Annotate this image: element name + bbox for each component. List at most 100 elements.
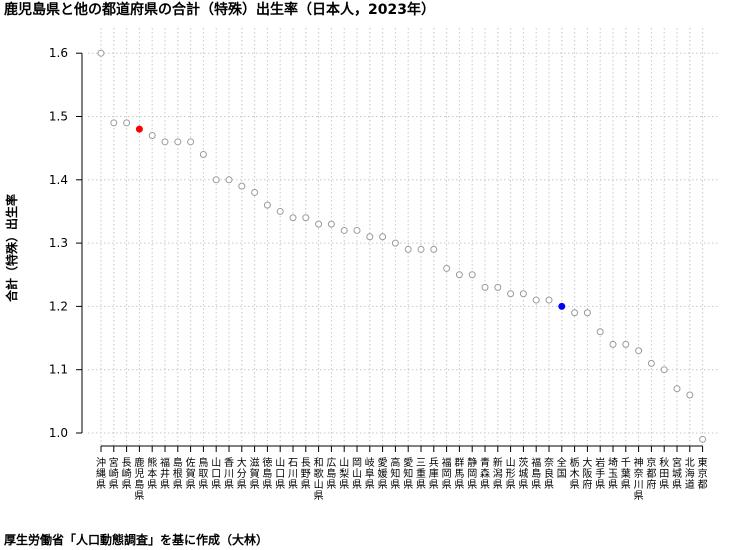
data-point <box>635 347 643 355</box>
x-tick-label: 愛知県 <box>403 456 413 491</box>
data-point <box>699 435 707 443</box>
data-point <box>212 176 220 184</box>
x-tick-label: 和歌山県 <box>314 457 324 502</box>
x-tick-label: 沖縄県 <box>96 456 106 491</box>
x-tick-label: 北海道 <box>685 457 695 491</box>
data-point <box>148 131 156 139</box>
x-tick-label: 岩手県 <box>595 456 605 491</box>
data-point <box>238 182 246 190</box>
data-point <box>289 214 297 222</box>
data-point <box>596 328 604 336</box>
data-point <box>430 245 438 253</box>
x-tick-label: 山形県 <box>506 457 516 491</box>
x-tick-label: 千葉県 <box>621 457 631 491</box>
chart-title: 鹿児島県と他の都道府県の合計（特殊）出生率（日本人，2023年） <box>4 2 435 18</box>
data-point <box>622 340 630 348</box>
data-point <box>686 391 694 399</box>
data-point <box>302 214 310 222</box>
y-tick-label: 1.5 <box>49 110 68 124</box>
x-tick-label: 兵庫県 <box>429 456 439 491</box>
x-tick-label: 香川県 <box>224 457 234 491</box>
data-point <box>455 271 463 279</box>
data-point <box>327 220 335 228</box>
source-caption: 厚生労働省「人口動態調査」を基に作成（大林） <box>4 533 269 547</box>
y-tick-label: 1.0 <box>49 426 68 440</box>
data-point <box>161 138 169 146</box>
data-point <box>481 283 489 291</box>
data-point <box>379 233 387 241</box>
x-tick-label: 山梨県 <box>339 457 349 491</box>
y-tick-label: 1.2 <box>49 299 68 313</box>
x-tick-label: 福岡県 <box>442 456 452 491</box>
data-point <box>97 49 105 57</box>
data-point <box>315 220 323 228</box>
x-tick-label: 長崎県 <box>122 457 132 491</box>
data-points <box>97 49 707 443</box>
data-point <box>494 283 502 291</box>
x-tick-label: 岐阜県 <box>365 456 375 491</box>
x-tick-label: 大阪府 <box>582 456 592 491</box>
x-tick-label: 宮城県 <box>672 456 682 491</box>
data-point <box>391 239 399 247</box>
data-point <box>123 119 131 127</box>
y-tick-label: 1.3 <box>49 236 68 250</box>
x-tick-label: 奈良県 <box>544 456 554 491</box>
x-tick-label: 大分県 <box>237 456 247 491</box>
data-point <box>199 150 207 158</box>
x-tick-label: 石川県 <box>288 458 298 491</box>
y-axis-label: 合計（特殊）出生率 <box>4 194 19 302</box>
data-point <box>404 245 412 253</box>
x-tick-label: 熊本県 <box>147 456 157 491</box>
x-tick-label: 福井県 <box>160 456 170 491</box>
x-tick-label: 埼玉県 <box>608 456 618 491</box>
y-tick-label: 1.4 <box>49 173 68 187</box>
x-tick-label: 群馬県 <box>454 456 464 491</box>
data-point <box>571 309 579 317</box>
x-tick-label: 新潟県 <box>493 456 503 491</box>
data-point <box>225 176 233 184</box>
y-axis: 1.0 1.1 1.2 1.3 1.4 1.5 1.6 <box>49 46 704 452</box>
data-point <box>609 340 617 348</box>
x-tick-label: 島根県 <box>173 456 183 491</box>
data-point <box>353 226 361 234</box>
data-point <box>647 359 655 367</box>
x-tick-label: 山口県 <box>211 457 221 491</box>
x-tick-label: 佐賀県 <box>186 457 196 491</box>
x-tick-label: 徳島県 <box>262 456 272 491</box>
x-tick-label: 茨城県 <box>518 456 528 491</box>
highlight-point <box>135 125 143 133</box>
y-tick-label: 1.6 <box>49 46 68 60</box>
x-tick-label: 広島県 <box>326 456 336 491</box>
data-point <box>443 264 451 272</box>
data-point <box>673 385 681 393</box>
x-tick-label: 福島県 <box>531 456 541 491</box>
x-tick-label: 三重県 <box>416 458 426 491</box>
data-point <box>340 226 348 234</box>
x-tick-label: 高知県 <box>390 456 400 491</box>
data-point <box>417 245 425 253</box>
highlight-point <box>558 302 566 310</box>
data-point <box>187 138 195 146</box>
x-tick-label: 栃木県 <box>570 456 580 491</box>
x-tick-label: 青森県 <box>480 456 490 491</box>
x-tick-label: 山口県 <box>275 457 285 491</box>
data-point <box>110 119 118 127</box>
data-point <box>507 290 515 298</box>
data-point <box>583 309 591 317</box>
data-point <box>263 201 271 209</box>
data-point <box>532 296 540 304</box>
x-tick-label: 東京都 <box>698 456 708 491</box>
x-tick-label: 鹿児島県 <box>134 456 144 502</box>
x-tick-label: 神奈川県 <box>634 456 644 502</box>
data-point <box>468 271 476 279</box>
data-point <box>251 188 259 196</box>
x-tick-label: 岡山県 <box>352 457 362 491</box>
data-point <box>276 207 284 215</box>
data-point <box>174 138 182 146</box>
x-tick-label: 全国 <box>557 456 567 480</box>
x-tick-label: 滋賀県 <box>250 456 260 491</box>
x-axis-labels: 沖縄県宮崎県長崎県鹿児島県熊本県福井県島根県佐賀県鳥取県山口県香川県大分県滋賀県… <box>96 456 708 502</box>
data-point <box>366 233 374 241</box>
data-point <box>545 296 553 304</box>
